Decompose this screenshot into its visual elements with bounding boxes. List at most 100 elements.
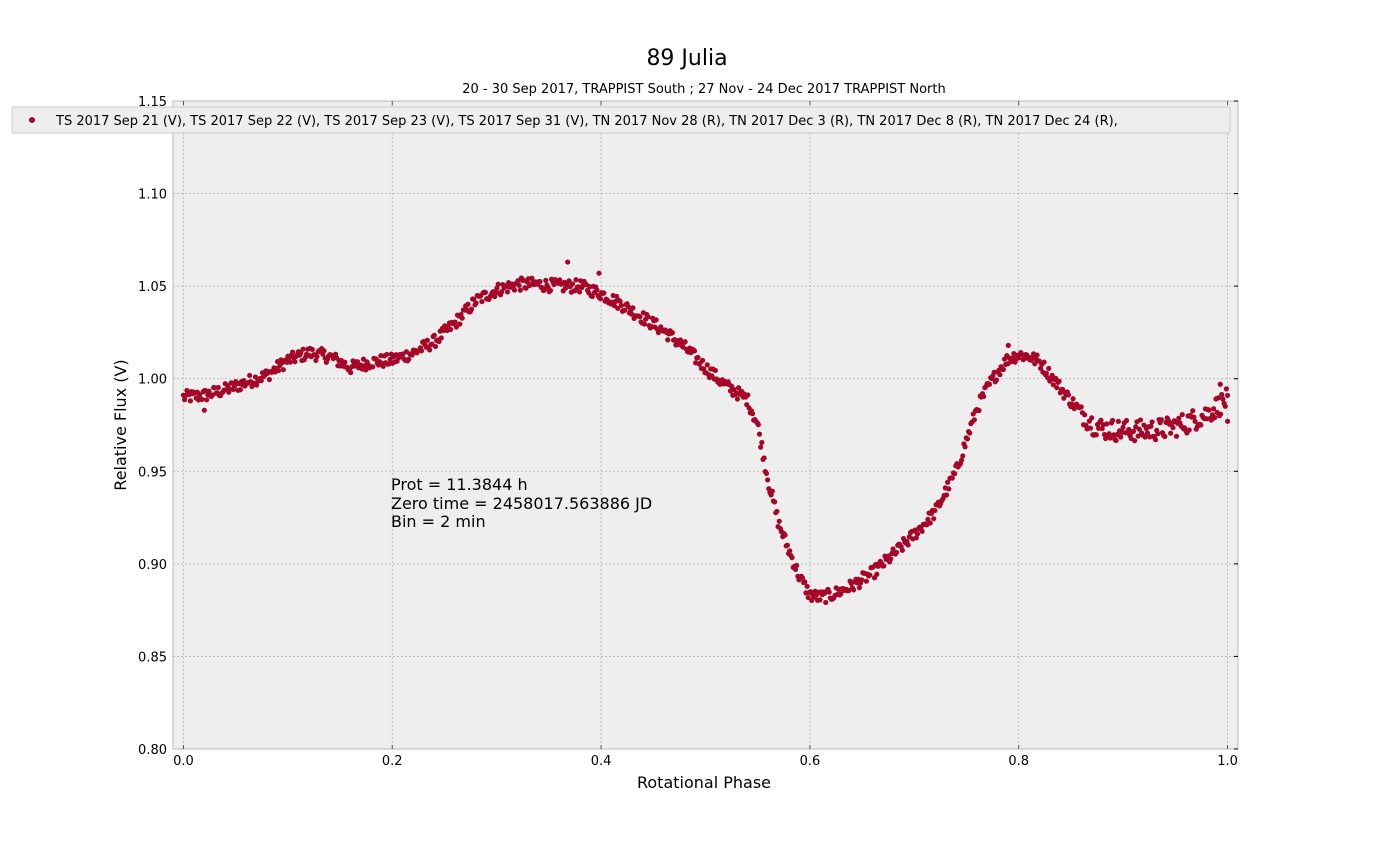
data-point (614, 293, 620, 300)
data-point (823, 599, 829, 606)
data-point (199, 396, 205, 402)
x-axis-label: Rotational Phase (637, 773, 771, 792)
data-point (1176, 415, 1182, 421)
data-point (993, 377, 1000, 383)
chart-subtitle: 20 - 30 Sep 2017, TRAPPIST South ; 27 No… (462, 82, 945, 97)
data-point (645, 314, 651, 320)
plot-area (172, 100, 1239, 750)
data-point (712, 367, 718, 374)
data-point (792, 566, 799, 573)
data-point (471, 296, 477, 302)
data-point (776, 518, 782, 524)
data-point (905, 542, 911, 548)
data-point (755, 422, 761, 428)
data-point (1056, 378, 1062, 384)
x-tick-label: 0.8 (1008, 754, 1029, 769)
data-point (856, 585, 862, 591)
data-point (927, 520, 933, 526)
data-point (1087, 425, 1094, 431)
data-point (946, 486, 952, 492)
data-point (187, 398, 194, 404)
data-point (945, 479, 951, 485)
data-point (565, 259, 571, 265)
data-point (1053, 375, 1059, 381)
data-point (1217, 411, 1224, 417)
axis-ticks: 0.0 0.2 0.4 0.6 0.8 1.0 0.80 0.85 0.90 0.95 1.00 1.… (138, 95, 1238, 769)
y-axis-label: Relative Flux (V) (111, 359, 130, 490)
data-point (569, 281, 576, 287)
data-point (769, 488, 775, 494)
data-point (899, 547, 905, 553)
data-point (964, 436, 971, 442)
x-tick-label: 0.0 (173, 754, 194, 769)
data-point (759, 439, 765, 446)
data-point (1136, 426, 1142, 432)
grid-lines (173, 100, 1238, 750)
data-point (504, 289, 511, 295)
data-point (516, 282, 522, 288)
data-point (949, 475, 955, 481)
data-point (1000, 366, 1007, 373)
data-point (1054, 385, 1060, 391)
data-point (1155, 431, 1161, 437)
data-point (452, 319, 458, 325)
x-tick-label: 0.6 (800, 754, 821, 769)
y-tick-label: 0.85 (138, 650, 167, 665)
data-point (1192, 418, 1198, 424)
data-point (342, 359, 348, 365)
data-point (201, 407, 207, 413)
data-point (758, 444, 764, 450)
data-point (976, 407, 982, 414)
data-point (432, 343, 439, 350)
x-tick-label: 0.4 (591, 754, 612, 769)
data-point (682, 339, 688, 345)
y-tick-label: 0.90 (138, 558, 167, 573)
data-point (1144, 430, 1151, 436)
y-tick-label: 0.95 (138, 465, 167, 480)
data-point (1099, 426, 1105, 432)
data-point (287, 359, 293, 365)
data-point (1173, 433, 1180, 439)
data-point (1046, 365, 1052, 372)
data-point (622, 307, 628, 313)
data-point (247, 372, 253, 379)
data-point (913, 535, 919, 541)
data-point (309, 346, 315, 353)
data-point (515, 278, 521, 284)
data-point (479, 298, 485, 305)
data-point (266, 376, 272, 383)
data-point (804, 583, 810, 589)
data-point (182, 397, 188, 403)
data-point (300, 346, 306, 352)
data-point (943, 492, 950, 498)
data-point (669, 330, 675, 336)
data-point (1041, 359, 1047, 365)
data-point (499, 289, 505, 295)
data-point (258, 378, 264, 384)
data-point (424, 337, 430, 343)
data-point (1113, 437, 1119, 444)
data-point (850, 587, 857, 593)
data-point (893, 549, 900, 556)
data-point (280, 367, 286, 373)
data-point (1191, 414, 1197, 420)
data-point (761, 455, 767, 461)
data-point (641, 321, 648, 327)
legend: TS 2017 Sep 21 (V), TS 2017 Sep 22 (V), … (11, 106, 1231, 134)
data-point (594, 287, 600, 293)
data-point (204, 397, 210, 403)
data-point (1149, 419, 1155, 425)
data-point (237, 387, 243, 393)
data-point (482, 289, 489, 296)
data-point (1034, 352, 1040, 358)
data-point (867, 572, 873, 578)
data-point (1118, 434, 1124, 440)
data-point (789, 555, 795, 561)
data-point (1070, 396, 1076, 402)
data-point (1078, 404, 1084, 410)
data-point (782, 532, 788, 538)
data-point (1089, 415, 1095, 421)
data-point (406, 356, 412, 362)
data-point (1165, 417, 1171, 423)
